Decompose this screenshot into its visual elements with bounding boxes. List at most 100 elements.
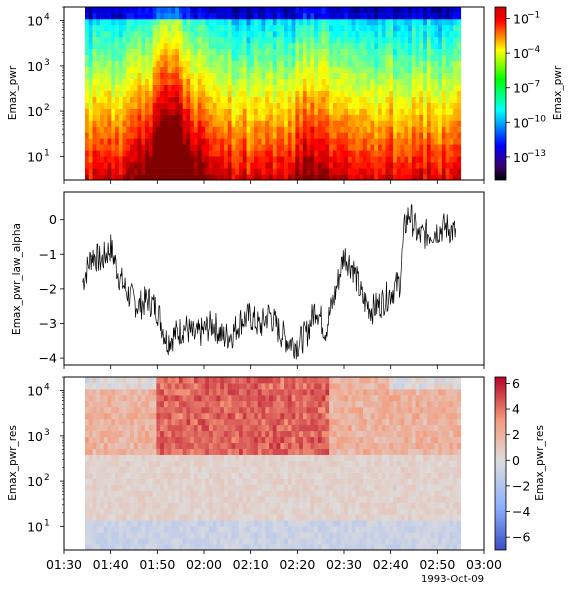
heatmap-cell (118, 478, 123, 485)
heatmap-cell (122, 60, 127, 68)
heatmap-cell (411, 90, 416, 97)
heatmap-cell (111, 496, 116, 503)
heatmap-cell (299, 389, 304, 396)
heatmap-cell (220, 472, 225, 479)
heatmap-cell (254, 78, 259, 85)
heatmap-cell (85, 42, 90, 50)
heatmap-cell (231, 520, 236, 527)
heatmap-cell (370, 138, 375, 145)
heatmap-cell (145, 120, 150, 127)
heatmap-cell (453, 7, 458, 14)
heatmap-cell (280, 496, 285, 503)
heatmap-cell (133, 90, 138, 97)
heatmap-cell (299, 132, 304, 139)
heatmap-cell (224, 407, 229, 414)
heatmap-cell (197, 7, 202, 8)
heatmap-cell (137, 144, 142, 151)
heatmap-cell (227, 472, 232, 479)
heatmap-cell (152, 484, 157, 491)
heatmap-cell (115, 138, 120, 145)
heatmap-cell (287, 538, 293, 545)
heatmap-cell (167, 538, 172, 545)
heatmap-cell (197, 514, 202, 521)
heatmap-cell (227, 424, 232, 432)
heatmap-cell (171, 538, 176, 545)
heatmap-cell (344, 60, 349, 68)
heatmap-cell (186, 395, 191, 402)
heatmap-cell (317, 42, 323, 50)
heatmap-cell (250, 454, 255, 461)
heatmap-cell (103, 436, 108, 444)
heatmap-cell (193, 174, 199, 180)
heatmap-cell (430, 108, 435, 115)
heatmap-cell (163, 54, 169, 62)
heatmap-cell (314, 407, 319, 414)
heatmap-cell (160, 514, 165, 521)
heatmap-cell (280, 37, 285, 44)
heatmap-cell (329, 66, 334, 74)
heatmap-cell (426, 132, 432, 139)
heatmap-cell (85, 442, 90, 449)
heatmap-cell (355, 48, 360, 56)
heatmap-cell (148, 418, 154, 426)
heatmap-cell (295, 48, 300, 56)
heatmap-cell (201, 478, 206, 485)
heatmap-cell (374, 7, 379, 14)
heatmap-cell (276, 407, 281, 414)
heatmap-cell (171, 436, 176, 444)
heatmap-cell (163, 377, 169, 378)
heatmap-cell (321, 78, 326, 85)
heatmap-cell (148, 54, 154, 62)
heatmap-cell (111, 508, 116, 515)
heatmap-cell (190, 460, 195, 467)
heatmap-cell (400, 102, 405, 109)
heatmap-cell (257, 48, 262, 56)
heatmap-cell (111, 377, 116, 378)
heatmap-cell (141, 389, 146, 396)
heatmap-cell (340, 90, 345, 97)
heatmap-cell (250, 478, 255, 485)
heatmap-cell (280, 395, 285, 402)
heatmap-cell (456, 66, 462, 74)
heatmap-cell (272, 395, 277, 402)
heatmap-cell (122, 496, 127, 503)
heatmap-cell (156, 96, 161, 103)
heatmap-cell (96, 102, 101, 109)
heatmap-cell (227, 84, 232, 91)
heatmap-cell (137, 108, 142, 115)
heatmap-cell (381, 42, 386, 50)
heatmap-cell (137, 168, 142, 175)
heatmap-cell (453, 84, 458, 91)
heatmap-cell (265, 19, 270, 26)
heatmap-cell (133, 460, 138, 467)
heatmap-cell (126, 66, 131, 74)
heatmap-cell (92, 162, 97, 169)
heatmap-cell (96, 54, 101, 62)
heatmap-cell (415, 42, 420, 50)
heatmap-cell (130, 430, 135, 438)
heatmap-cell (246, 460, 251, 467)
heatmap-cell (246, 66, 251, 74)
heatmap-cell (340, 31, 345, 38)
heatmap-cell (291, 395, 296, 402)
heatmap-cell (182, 407, 187, 414)
heatmap-cell (261, 430, 266, 438)
heatmap-cell (201, 508, 206, 515)
heatmap-cell (118, 7, 123, 8)
heatmap-cell (310, 108, 315, 115)
heatmap-cell (171, 7, 176, 14)
heatmap-cell (242, 7, 247, 14)
heatmap-cell (441, 42, 447, 50)
heatmap-cell (163, 490, 169, 497)
heatmap-cell (295, 78, 300, 85)
heatmap-cell (426, 7, 432, 14)
heatmap-cell (381, 162, 386, 169)
heatmap-cell (85, 25, 90, 32)
heatmap-cell (167, 174, 172, 180)
heatmap-cell (163, 144, 169, 151)
heatmap-cell (148, 460, 154, 467)
heatmap-cell (340, 54, 345, 62)
heatmap-cell (182, 424, 187, 432)
heatmap-cell (415, 37, 420, 44)
heatmap-cell (310, 138, 315, 145)
